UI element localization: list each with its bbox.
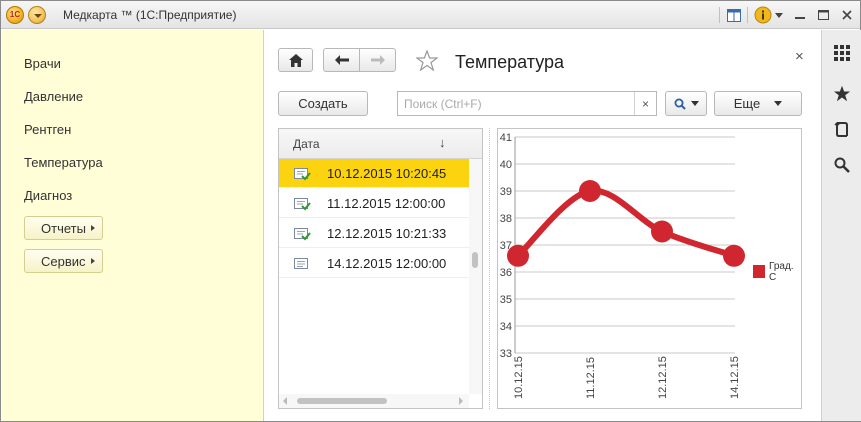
home-button[interactable] (278, 48, 313, 72)
window-title: Медкарта ™ (1С:Предприятие) (63, 8, 237, 22)
minimize-icon[interactable] (791, 6, 809, 24)
table-row[interactable]: 11.12.2015 12:00:00 (279, 189, 469, 218)
close-window-icon[interactable] (838, 6, 856, 24)
date-table: Дата ↓ 10.12.2015 10:20:45 11.12.2015 12… (278, 128, 483, 409)
data-point (579, 180, 601, 202)
x-tick-label: 14.12.15 (729, 356, 741, 399)
y-tick-label: 33 (500, 348, 512, 360)
layout-icon[interactable] (725, 6, 743, 24)
create-button[interactable]: Создать (278, 91, 368, 116)
section-item-pressure[interactable]: Давление (24, 89, 84, 104)
apps-grid-icon[interactable] (831, 42, 853, 64)
line-chart: 33 34 35 36 37 38 39 40 41 10.12.15 11.12.15 12.12.… (500, 132, 794, 399)
history-icon[interactable] (831, 118, 853, 140)
home-icon (288, 53, 303, 67)
legend-label: С (769, 272, 776, 283)
row-date: 10.12.2015 10:20:45 (327, 166, 447, 181)
document-posted-icon (294, 227, 311, 244)
scroll-thumb[interactable] (297, 398, 387, 404)
data-point (723, 244, 745, 267)
search-options-button[interactable] (665, 91, 707, 116)
sections-panel: Врачи Давление Рентген Температура Диагн… (2, 30, 264, 421)
scroll-left-icon[interactable] (283, 397, 287, 405)
info-icon[interactable] (753, 6, 773, 24)
search-input[interactable] (398, 92, 634, 115)
section-item-diagnosis[interactable]: Диагноз (24, 188, 73, 203)
y-tick-label: 35 (500, 294, 512, 306)
data-point (507, 244, 529, 267)
arrow-left-icon (334, 55, 349, 65)
x-tick-label: 11.12.15 (585, 357, 597, 399)
star-icon[interactable] (831, 82, 853, 104)
vertical-scrollbar[interactable] (469, 159, 482, 394)
document-posted-icon (294, 197, 311, 214)
table-header: Дата ↓ (279, 129, 482, 159)
x-tick-label: 12.12.15 (657, 356, 669, 399)
sort-arrow-icon[interactable]: ↓ (439, 135, 446, 150)
maximize-icon[interactable] (814, 6, 832, 24)
search-icon (674, 98, 686, 110)
star-icon[interactable] (415, 49, 439, 74)
temperature-chart: 33 34 35 36 37 38 39 40 41 10.12.15 11.12.15 12.12.… (497, 128, 802, 409)
row-date: 11.12.2015 12:00:00 (327, 196, 446, 211)
y-tick-label: 40 (500, 159, 512, 171)
legend-swatch (753, 265, 765, 278)
reports-button-label: Отчеты (41, 220, 86, 236)
chevron-down-icon[interactable] (774, 6, 784, 24)
y-tick-label: 39 (500, 186, 512, 198)
right-tools-panel (821, 30, 861, 421)
y-tick-label: 36 (500, 267, 512, 279)
chevron-down-icon (774, 101, 783, 106)
clear-search-button[interactable]: × (634, 92, 656, 115)
1c-logo-icon[interactable]: 1С (6, 6, 24, 24)
arrow-right-icon (90, 225, 95, 231)
title-bar: 1С Медкарта ™ (1С:Предприятие) (1, 1, 860, 29)
table-row[interactable]: 12.12.2015 10:21:33 (279, 219, 469, 248)
section-item-xray[interactable]: Рентген (24, 122, 72, 137)
more-button-label: Еще (733, 96, 761, 111)
forward-button[interactable] (359, 48, 396, 72)
panel-splitter[interactable] (489, 128, 491, 409)
row-date: 14.12.2015 12:00:00 (327, 256, 447, 271)
arrow-right-icon (370, 55, 385, 65)
chevron-down-icon (690, 101, 699, 106)
horizontal-scrollbar[interactable] (279, 394, 469, 408)
series-line (515, 187, 737, 259)
search-box: × (397, 91, 657, 116)
main-menu-button[interactable] (28, 6, 46, 24)
table-row[interactable]: 10.12.2015 10:20:45 (279, 159, 469, 188)
y-tick-label: 38 (500, 213, 512, 225)
scroll-thumb[interactable] (472, 252, 478, 268)
form-title: Температура (455, 52, 565, 72)
reports-button[interactable]: Отчеты (24, 216, 103, 240)
document-posted-icon (294, 167, 311, 184)
data-point (651, 220, 673, 243)
search-icon[interactable] (831, 154, 853, 176)
y-tick-label: 37 (500, 240, 512, 252)
y-tick-label: 41 (500, 132, 512, 144)
form-area: Температура × Создать × Еще Дата ↓ (265, 30, 820, 421)
arrow-right-icon (90, 258, 95, 264)
service-button-label: Сервис (41, 253, 86, 269)
separator (747, 7, 748, 23)
document-icon (294, 257, 311, 274)
more-button[interactable]: Еще (714, 91, 802, 116)
separator (719, 7, 720, 23)
section-item-doctors[interactable]: Врачи (24, 56, 61, 71)
x-tick-label: 10.12.15 (513, 356, 525, 399)
y-tick-label: 34 (500, 321, 512, 333)
scroll-right-icon[interactable] (459, 397, 463, 405)
back-button[interactable] (323, 48, 360, 72)
close-form-button[interactable]: × (795, 48, 804, 65)
column-header-date[interactable]: Дата (293, 137, 320, 151)
legend-label: Град. (769, 261, 794, 272)
table-row[interactable]: 14.12.2015 12:00:00 (279, 249, 469, 278)
row-date: 12.12.2015 10:21:33 (327, 226, 447, 241)
service-button[interactable]: Сервис (24, 249, 103, 273)
section-item-temperature[interactable]: Температура (24, 155, 103, 170)
